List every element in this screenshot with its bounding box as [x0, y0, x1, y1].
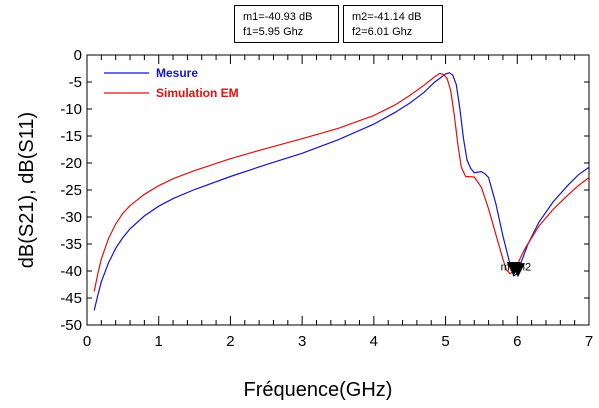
marker-m1-readout: m1=-40.93 dB f1=5.95 Ghz — [234, 5, 339, 43]
y-tick-label: -5 — [69, 74, 82, 91]
y-tick-label: -20 — [60, 155, 82, 172]
y-tick-label: -40 — [60, 263, 82, 280]
marker-m2-triangle — [511, 263, 526, 278]
x-tick-label: 5 — [441, 333, 449, 350]
y-tick-label: -10 — [60, 101, 82, 118]
series-line-mesure — [93, 72, 590, 311]
y-tick-label: -45 — [60, 290, 82, 307]
x-tick-label: 2 — [226, 333, 234, 350]
marker-m1-value: m1=-40.93 dB — [243, 11, 313, 23]
marker-m2-value: m2=-41.14 dB — [352, 11, 422, 23]
x-axis-label: Fréquence(GHz) — [244, 379, 393, 401]
marker-m2-readout: m2=-41.14 dB f2=6.01 Ghz — [343, 5, 443, 43]
y-tick-label: -50 — [60, 317, 82, 334]
marker-names-label: m1m2 — [501, 262, 532, 274]
legend-label: Mesure — [156, 66, 198, 80]
x-tick-label: 4 — [370, 333, 378, 350]
x-tick-label: 1 — [155, 333, 163, 350]
plot-frame — [86, 54, 590, 326]
y-tick-label: -30 — [60, 209, 82, 226]
y-tick-label: -35 — [60, 236, 82, 253]
x-tick-label: 0 — [83, 333, 91, 350]
x-tick-label: 7 — [585, 333, 593, 350]
y-tick-label: -25 — [60, 182, 82, 199]
x-tick-label: 6 — [513, 333, 521, 350]
marker-m2-frequency: f2=6.01 Ghz — [352, 26, 413, 38]
legend-label: Simulation EM — [156, 86, 239, 100]
y-axis-label: dB(S21), dB(S11) — [16, 112, 38, 268]
x-tick-label: 3 — [298, 333, 306, 350]
y-tick-label: 0 — [74, 47, 82, 64]
y-tick-label: -15 — [60, 128, 82, 145]
marker-m1-frequency: f1=5.95 Ghz — [243, 26, 304, 38]
